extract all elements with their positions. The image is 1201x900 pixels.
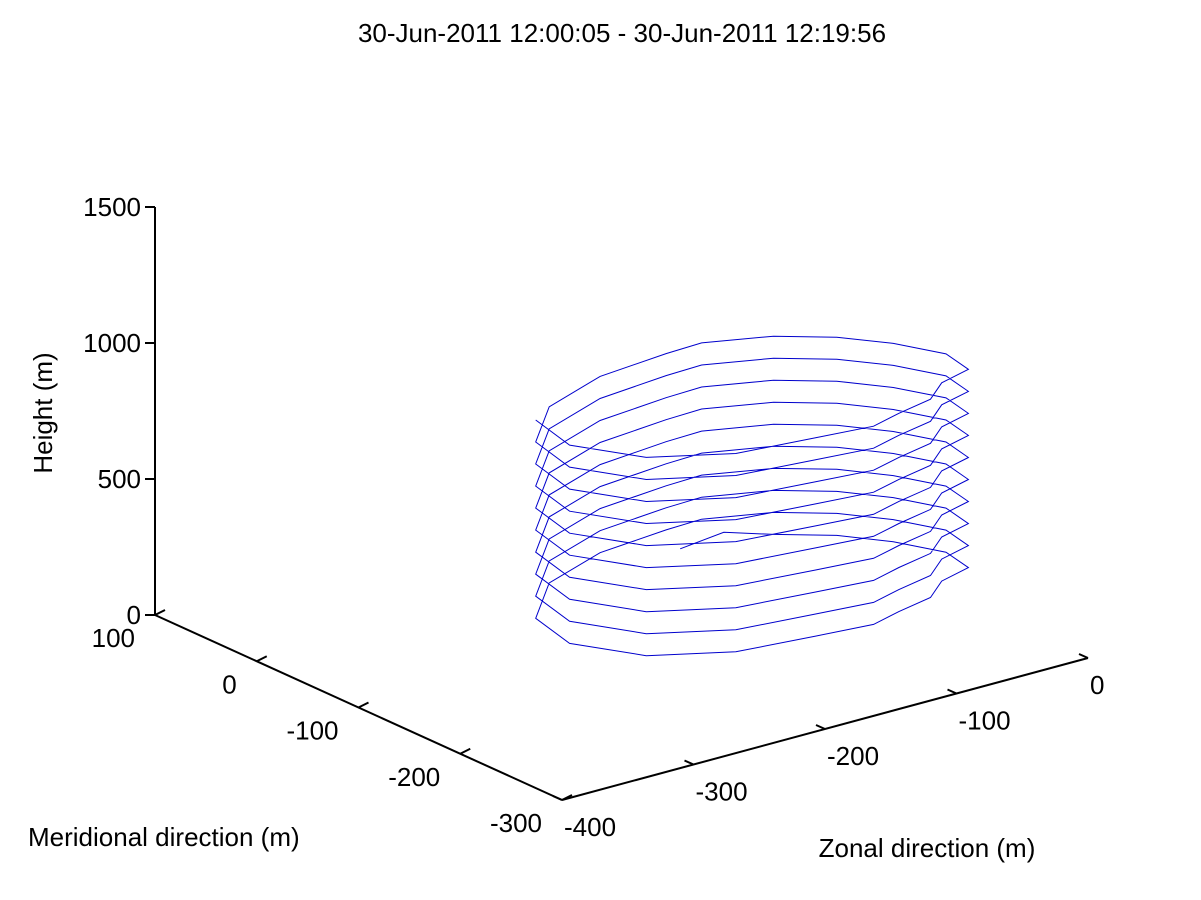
x-tick-mark: [552, 795, 563, 801]
x-tick-mark: [684, 759, 694, 766]
y-axis-label: Meridional direction (m): [28, 822, 300, 852]
x-tick-label: -400: [564, 812, 616, 842]
x-tick-mark: [947, 688, 957, 695]
x-tick-label: -100: [959, 706, 1011, 736]
x-tick-label: 0: [1090, 670, 1104, 700]
y-tick-mark: [256, 655, 268, 663]
y-tick-mark: [459, 747, 471, 755]
y-tick-mark: [358, 701, 369, 709]
z-tick-label: 1500: [83, 192, 141, 222]
z-axis: 0 500 1000 1500: [83, 192, 156, 630]
y-tick-label: -300: [490, 808, 542, 838]
series-layer: [535, 335, 970, 657]
x-tick-mark: [1078, 653, 1089, 659]
y-tick-label: 0: [222, 669, 236, 699]
x-tick-label: -300: [696, 777, 748, 807]
z-tick-label: 0: [127, 600, 141, 630]
y-tick-label: -200: [388, 762, 440, 792]
series-line: [535, 335, 970, 657]
z-tick-label: 500: [98, 464, 141, 494]
y-tick-label: -100: [286, 716, 338, 746]
y-tick-label: 100: [92, 623, 135, 653]
y-tick-mark: [154, 609, 166, 616]
x-axis: -400 -300 -200 -100 0: [552, 653, 1104, 842]
x-tick-label: -200: [827, 741, 879, 771]
z-tick-label: 1000: [83, 328, 141, 358]
y-axis: 100 0 -100 -200 -300: [92, 609, 573, 838]
chart-title: 30-Jun-2011 12:00:05 - 30-Jun-2011 12:19…: [358, 18, 886, 48]
x-axis-label: Zonal direction (m): [819, 833, 1036, 863]
z-axis-label: Height (m): [28, 352, 58, 473]
x-tick-mark: [815, 724, 826, 730]
